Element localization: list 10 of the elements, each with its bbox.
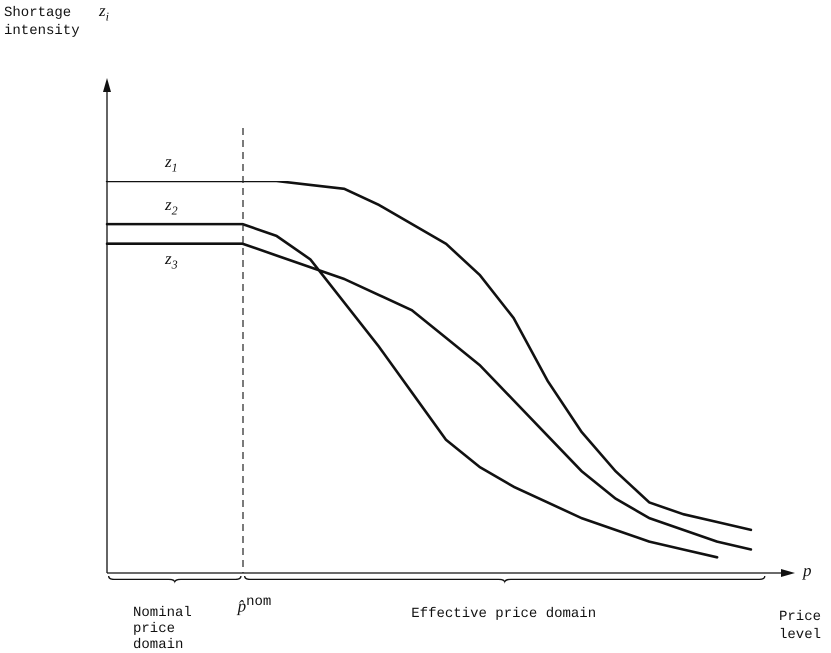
text: p [803,561,812,580]
series-label: z$_{2}$ [165,195,178,220]
series-label: z$_{1}$ [165,152,178,176]
text: Shortage intensity [4,4,80,40]
text: z$_{i}$ [99,1,109,26]
x-axis-title: Price level [779,608,822,644]
text: Nominal price domain [133,605,192,653]
text: Effective price domain [411,605,596,623]
series-label: z$_{3}$ [165,248,178,274]
text: p̂$^{nom}$ [238,594,272,616]
